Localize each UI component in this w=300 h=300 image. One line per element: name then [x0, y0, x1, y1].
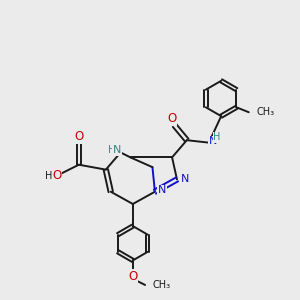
Text: N: N — [181, 174, 189, 184]
Text: H: H — [108, 145, 116, 155]
Text: O: O — [52, 169, 62, 182]
Text: N: N — [208, 136, 217, 146]
Text: N: N — [158, 185, 166, 196]
Text: H: H — [213, 132, 221, 142]
Text: CH₃: CH₃ — [256, 107, 274, 117]
Text: O: O — [167, 112, 177, 125]
Text: H: H — [45, 171, 52, 181]
Text: CH₃: CH₃ — [152, 280, 171, 290]
Text: N: N — [113, 146, 121, 155]
Text: O: O — [128, 270, 137, 283]
Text: O: O — [74, 130, 83, 143]
